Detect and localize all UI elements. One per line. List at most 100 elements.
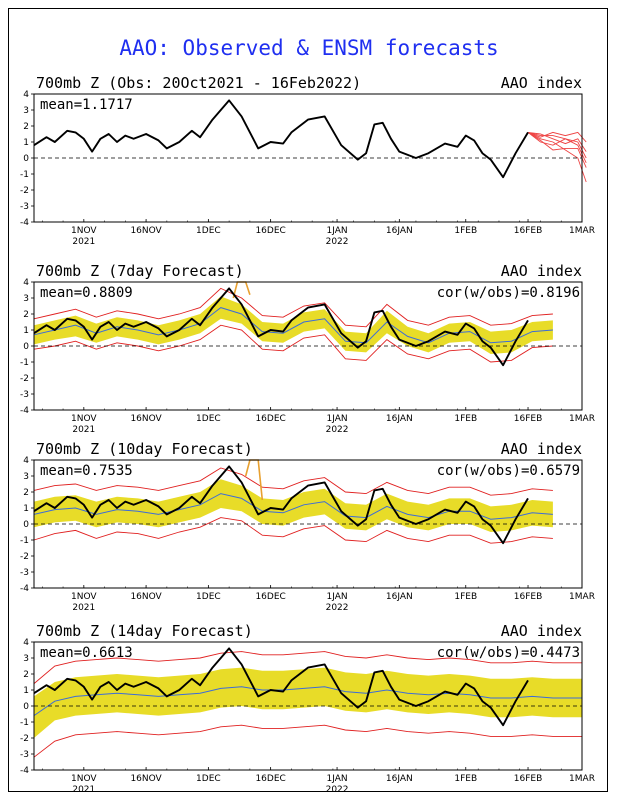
figure-frame bbox=[8, 8, 608, 792]
x-tick-label: 16NOV bbox=[130, 226, 162, 236]
ensemble-upper-bound-line bbox=[33, 651, 582, 684]
x-tick-label: 16DEC bbox=[255, 414, 285, 424]
ensemble-member-line bbox=[527, 131, 587, 143]
y-tick-label: 4 bbox=[23, 278, 29, 288]
x-tick-year-label: 2022 bbox=[326, 785, 349, 795]
ensemble-spread-band bbox=[34, 667, 582, 738]
ensemble-member-line bbox=[527, 131, 587, 183]
ensemble-member-line bbox=[527, 131, 587, 159]
x-tick-year-label: 2022 bbox=[326, 603, 349, 613]
y-tick-label: -1 bbox=[20, 358, 29, 368]
x-tick-label: 1JAN bbox=[326, 414, 347, 424]
x-tick-label: 1FEB bbox=[454, 414, 477, 424]
x-tick-label: 16JAN bbox=[386, 774, 413, 784]
y-tick-label: -2 bbox=[20, 186, 29, 196]
y-tick-label: -4 bbox=[20, 218, 29, 228]
panel-title: 700mb Z (14day Forecast) bbox=[36, 622, 253, 640]
y-tick-label: 2 bbox=[23, 670, 29, 680]
x-tick-label: 1MAR bbox=[569, 414, 595, 424]
y-tick-label: 0 bbox=[23, 342, 29, 352]
correlation-label: cor(w/obs)=0.8196 bbox=[437, 285, 580, 301]
y-tick-label: 3 bbox=[23, 294, 29, 304]
ensemble-lower-bound-line bbox=[33, 517, 553, 544]
x-tick-label: 1DEC bbox=[196, 414, 221, 424]
panel-index-label: AAO index bbox=[501, 74, 582, 92]
y-tick-label: 4 bbox=[23, 456, 29, 466]
x-tick-label: 1FEB bbox=[454, 592, 477, 602]
x-tick-year-label: 2021 bbox=[72, 785, 95, 795]
chart-panel: 700mb Z (Obs: 20Oct2021 - 16Feb2022) AAO … bbox=[20, 74, 595, 247]
y-tick-label: -3 bbox=[20, 202, 29, 212]
chart-panel: 700mb Z (14day Forecast) AAO index 4 3 2 1 0 -1… bbox=[20, 622, 595, 795]
x-tick-label: 1NOV bbox=[71, 414, 97, 424]
ensemble-lower-bound-line bbox=[33, 324, 553, 363]
y-tick-label: -3 bbox=[20, 750, 29, 760]
x-tick-label: 1DEC bbox=[196, 592, 221, 602]
x-tick-year-label: 2022 bbox=[326, 237, 349, 247]
mean-label: mean=0.8809 bbox=[40, 285, 133, 301]
y-tick-label: -3 bbox=[20, 568, 29, 578]
observed-line bbox=[33, 647, 529, 727]
x-tick-label: 1MAR bbox=[569, 774, 595, 784]
panel-title: 700mb Z (Obs: 20Oct2021 - 16Feb2022) bbox=[36, 74, 361, 92]
y-tick-label: -4 bbox=[20, 766, 29, 776]
y-tick-label: -2 bbox=[20, 552, 29, 562]
x-tick-label: 1MAR bbox=[569, 592, 595, 602]
x-tick-label: 1NOV bbox=[71, 774, 97, 784]
y-tick-label: 2 bbox=[23, 122, 29, 132]
x-tick-label: 16NOV bbox=[130, 592, 162, 602]
ensemble-member-line bbox=[527, 132, 587, 163]
ensemble-member-line bbox=[527, 132, 587, 168]
x-tick-label: 16FEB bbox=[514, 774, 543, 784]
x-tick-label: 16DEC bbox=[255, 592, 285, 602]
y-tick-label: 0 bbox=[23, 520, 29, 530]
observed-line bbox=[33, 287, 529, 367]
x-tick-label: 16NOV bbox=[130, 414, 162, 424]
ensemble-lower-bound-line bbox=[33, 724, 582, 758]
x-tick-label: 16JAN bbox=[386, 592, 413, 602]
y-tick-label: 1 bbox=[23, 326, 29, 336]
y-tick-label: 3 bbox=[23, 472, 29, 482]
main-title: AAO: Observed & ENSM forecasts bbox=[119, 36, 499, 60]
x-tick-label: 1NOV bbox=[71, 592, 97, 602]
x-tick-label: 1JAN bbox=[326, 226, 347, 236]
panel-index-label: AAO index bbox=[501, 622, 582, 640]
x-tick-label: 16FEB bbox=[514, 592, 543, 602]
mean-label: mean=0.6613 bbox=[40, 645, 133, 661]
x-tick-label: 1JAN bbox=[326, 592, 347, 602]
x-tick-label: 16FEB bbox=[514, 226, 543, 236]
observed-line bbox=[33, 465, 529, 545]
x-tick-year-label: 2021 bbox=[72, 603, 95, 613]
x-tick-label: 16JAN bbox=[386, 226, 413, 236]
x-tick-year-label: 2021 bbox=[72, 425, 95, 435]
ensemble-spread-band bbox=[34, 479, 553, 532]
panel-title: 700mb Z (10day Forecast) bbox=[36, 440, 253, 458]
y-tick-label: 0 bbox=[23, 702, 29, 712]
panel-title: 700mb Z (7day Forecast) bbox=[36, 262, 244, 280]
y-tick-label: 1 bbox=[23, 686, 29, 696]
y-tick-label: 2 bbox=[23, 488, 29, 498]
x-tick-label: 1NOV bbox=[71, 226, 97, 236]
x-tick-label: 1DEC bbox=[196, 774, 221, 784]
x-tick-label: 16DEC bbox=[255, 226, 285, 236]
x-tick-year-label: 2022 bbox=[326, 425, 349, 435]
y-tick-label: -4 bbox=[20, 584, 29, 594]
y-tick-label: -1 bbox=[20, 536, 29, 546]
panel-index-label: AAO index bbox=[501, 262, 582, 280]
x-tick-label: 1JAN bbox=[326, 774, 347, 784]
x-tick-label: 16DEC bbox=[255, 774, 285, 784]
chart-panel: 700mb Z (10day Forecast) AAO index 4 3 2 1 0 -1… bbox=[20, 440, 595, 613]
x-tick-label: 16FEB bbox=[514, 414, 543, 424]
ensemble-member-line bbox=[527, 131, 587, 152]
y-tick-label: -2 bbox=[20, 734, 29, 744]
ensemble-upper-bound-line bbox=[33, 287, 553, 328]
y-tick-label: 3 bbox=[23, 654, 29, 664]
y-tick-label: -2 bbox=[20, 374, 29, 384]
chart-panel: 700mb Z (7day Forecast) AAO index 4 3 2 1 0 -1 -… bbox=[20, 262, 595, 435]
y-tick-label: 1 bbox=[23, 504, 29, 514]
y-tick-label: 0 bbox=[23, 154, 29, 164]
ensemble-mean-line bbox=[33, 686, 582, 717]
mean-label: mean=0.7535 bbox=[40, 463, 133, 479]
correlation-label: cor(w/obs)=0.6579 bbox=[437, 463, 580, 479]
